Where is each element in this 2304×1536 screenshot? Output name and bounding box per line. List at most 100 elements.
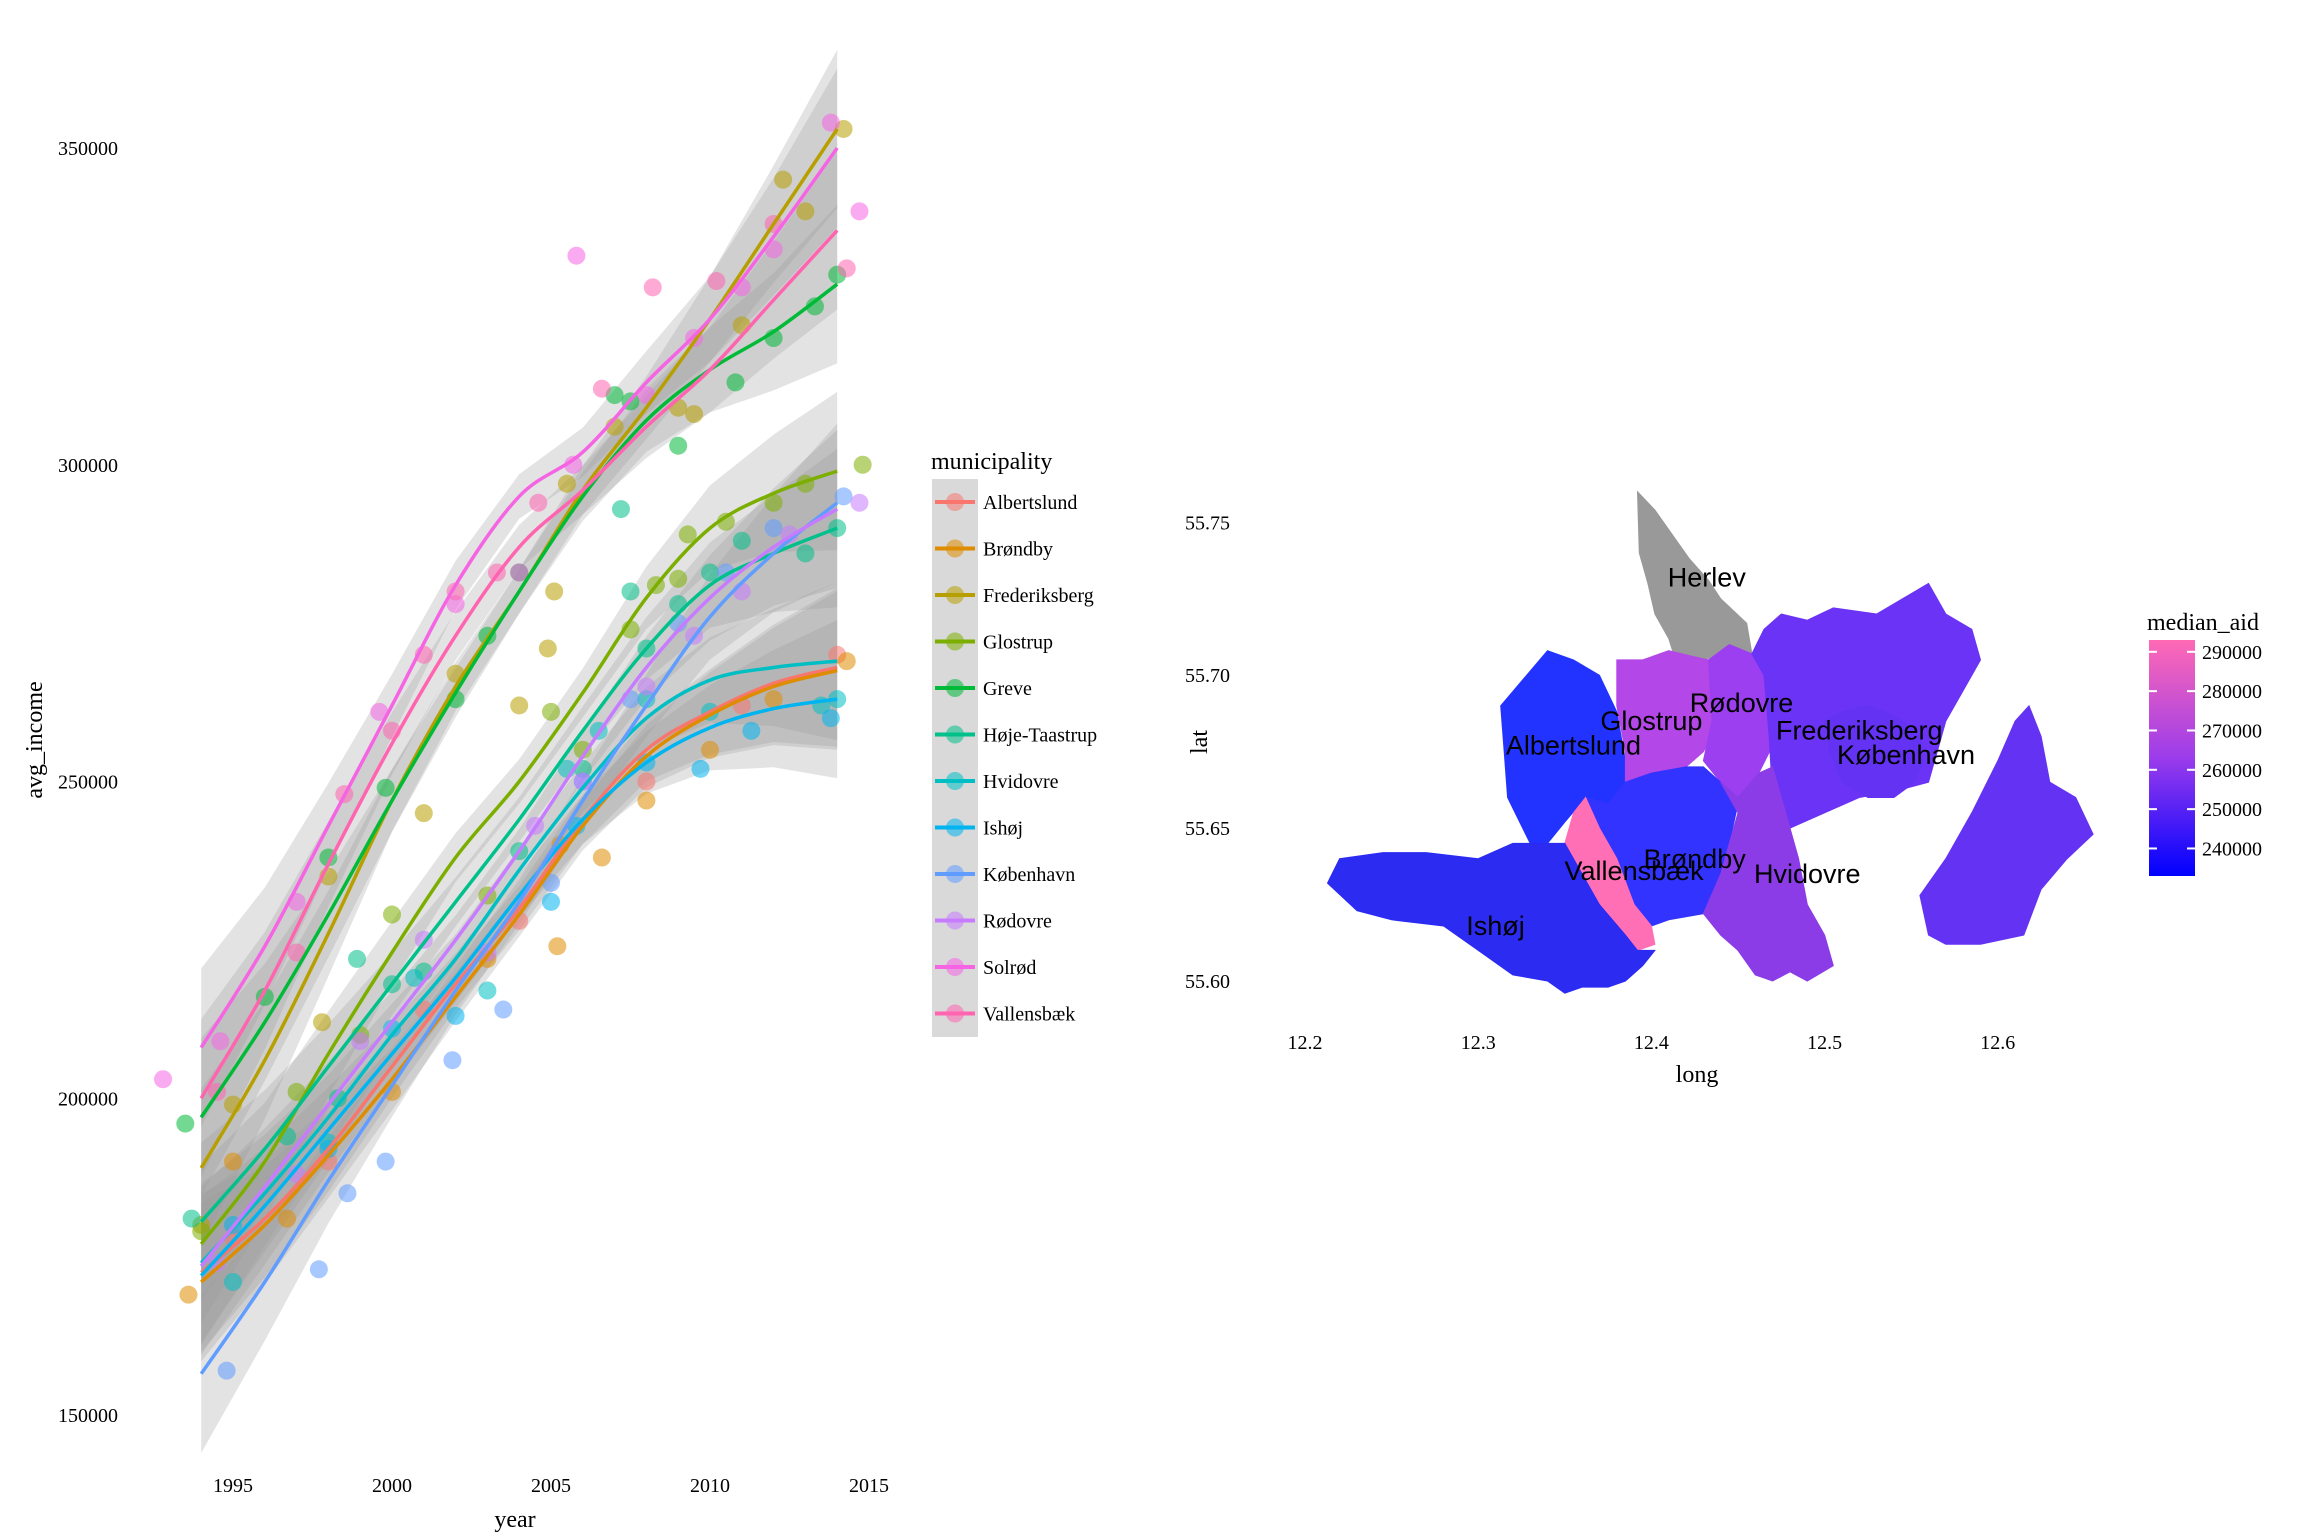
point-glostrup bbox=[287, 1082, 306, 1101]
legend-label-albertslund: Albertslund bbox=[983, 492, 1077, 514]
band-greve bbox=[201, 205, 838, 1197]
income-chart: 150000 200000 250000 300000 350000 1995 2000 2… bbox=[22, 49, 1097, 1533]
point-greve bbox=[176, 1114, 195, 1133]
label-kobenhavn: København bbox=[1837, 740, 1975, 770]
point-greve bbox=[726, 373, 745, 392]
legend-point-solrod bbox=[946, 958, 964, 976]
point-kobenhavn bbox=[309, 1260, 328, 1279]
point-glostrup bbox=[542, 702, 560, 721]
point-vallensbaek bbox=[707, 272, 726, 291]
band-solrod bbox=[201, 68, 838, 1127]
point-hvidovre bbox=[637, 690, 656, 709]
point-brondby bbox=[179, 1285, 198, 1304]
legend-key-background bbox=[932, 479, 978, 1037]
point-brondby bbox=[701, 740, 719, 759]
lat-tick-label: 55.65 bbox=[1185, 818, 1230, 840]
legend-label-hoje-taastrup: Høje-Taastrup bbox=[983, 725, 1097, 747]
legend-label-rodovre: Rødovre bbox=[983, 911, 1052, 933]
point-ishoj bbox=[742, 721, 761, 740]
legend-title: municipality bbox=[931, 449, 1052, 475]
legend-title: median_aid bbox=[2147, 610, 2259, 636]
point-brondby bbox=[548, 937, 567, 956]
colorbar-tick-label: 240000 bbox=[2202, 838, 2262, 860]
legend-point-ishoj bbox=[946, 818, 964, 837]
point-glostrup bbox=[678, 525, 697, 544]
point-brondby bbox=[764, 690, 783, 709]
legend-label-solrod: Solrød bbox=[983, 957, 1036, 979]
point-glostrup bbox=[669, 569, 688, 588]
point-rodovre bbox=[850, 493, 869, 512]
point-rodovre bbox=[732, 582, 751, 601]
y-tick-label: 300000 bbox=[58, 455, 118, 477]
line-brondby bbox=[200, 668, 838, 1284]
legend-point-kobenhavn bbox=[946, 865, 964, 883]
point-frederiksberg bbox=[685, 405, 704, 424]
band-glostrup bbox=[201, 391, 838, 1324]
y-axis-label: avg_income bbox=[22, 681, 48, 798]
point-rodovre bbox=[351, 1032, 370, 1051]
line-hoje-taastrup bbox=[199, 526, 838, 1223]
y-tick-label: 350000 bbox=[58, 138, 118, 160]
legend-point-rodovre bbox=[946, 911, 964, 930]
region-hvidovre bbox=[1702, 766, 1834, 982]
point-frederiksberg bbox=[796, 202, 815, 221]
point-vallensbaek bbox=[529, 493, 548, 512]
region-kobenhavn bbox=[1824, 705, 1924, 798]
point-ishoj bbox=[383, 1019, 401, 1038]
point-hoje-taastrup bbox=[611, 500, 630, 519]
legend-label-brondby: Brøndby bbox=[983, 539, 1053, 561]
map-regions bbox=[1326, 490, 2094, 994]
point-vallensbaek bbox=[287, 943, 306, 962]
line-ishoj bbox=[199, 697, 838, 1277]
point-solrod bbox=[567, 246, 586, 265]
point-kobenhavn bbox=[834, 487, 853, 506]
label-frederiksberg: Frederiksberg bbox=[1776, 715, 1943, 745]
point-frederiksberg bbox=[414, 804, 433, 823]
point-frederiksberg bbox=[557, 474, 576, 493]
map-chart: Herlev AlbertslundGlostrupRødovreFrederik… bbox=[1185, 490, 2262, 1088]
colorbar-tick-label: 290000 bbox=[2202, 642, 2262, 664]
line-albertslund bbox=[200, 665, 838, 1274]
label-glostrup: Glostrup bbox=[1600, 706, 1702, 736]
x-tick-label: 2000 bbox=[372, 1475, 412, 1497]
legend-label-vallensbaek: Vallensbæk bbox=[983, 1004, 1075, 1026]
point-kobenhavn bbox=[217, 1361, 236, 1380]
point-albertslund bbox=[319, 1152, 338, 1171]
legend-point-brondby bbox=[946, 539, 964, 558]
point-greve bbox=[376, 778, 395, 797]
point-solrod bbox=[564, 455, 583, 474]
point-kobenhavn bbox=[443, 1051, 462, 1070]
colorbar-tick-label: 270000 bbox=[2202, 720, 2262, 742]
colorbar-tick-label: 280000 bbox=[2202, 681, 2262, 703]
point-hoje-taastrup bbox=[732, 531, 751, 550]
long-tick-label: 12.5 bbox=[1807, 1032, 1842, 1054]
point-hvidovre bbox=[478, 981, 497, 1000]
legend-point-vallensbaek bbox=[946, 1004, 964, 1023]
point-ishoj bbox=[821, 709, 840, 728]
line-kobenhavn bbox=[199, 501, 839, 1375]
point-greve bbox=[805, 297, 824, 316]
point-kobenhavn bbox=[764, 519, 783, 538]
band-kobenhavn bbox=[201, 423, 838, 1454]
y-tick-label: 150000 bbox=[58, 1405, 118, 1427]
point-kobenhavn bbox=[376, 1152, 395, 1171]
region-ishoj bbox=[1326, 842, 1656, 994]
point-frederiksberg bbox=[510, 696, 529, 715]
municipality-legend: municipality Albertslund Brøndby Frederiks… bbox=[931, 449, 1097, 1037]
point-rodovre bbox=[637, 677, 656, 696]
colorbar-tick-label: 250000 bbox=[2202, 799, 2262, 821]
band-hvidovre bbox=[201, 581, 838, 1343]
legend-point-hvidovre bbox=[946, 772, 964, 790]
point-brondby bbox=[278, 1209, 297, 1228]
line-vallensbaek bbox=[199, 229, 839, 1100]
legend-label-kobenhavn: København bbox=[983, 864, 1075, 886]
lat-tick-label: 55.75 bbox=[1185, 512, 1230, 534]
x-tick-label: 2010 bbox=[690, 1475, 730, 1497]
point-kobenhavn bbox=[494, 1000, 513, 1019]
point-ishoj bbox=[691, 759, 710, 778]
point-glostrup bbox=[853, 455, 872, 474]
legend-point-greve bbox=[946, 679, 964, 697]
point-glostrup bbox=[573, 740, 592, 759]
point-vallensbaek bbox=[592, 379, 611, 398]
point-brondby bbox=[637, 791, 656, 810]
